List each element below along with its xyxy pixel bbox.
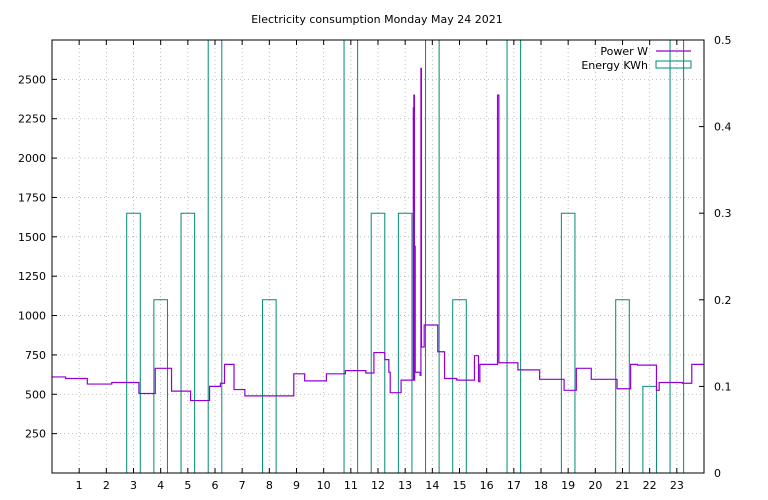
y2-tick-label: 0.2 [714,294,732,307]
x-tick-label: 22 [643,479,657,492]
energy-bar [397,212,413,473]
energy-bar [615,299,630,473]
y2-tick-label: 0.5 [714,34,732,47]
x-tick-label: 11 [344,479,358,492]
y-tick-label: 2000 [18,152,46,165]
energy-bar [126,212,141,473]
x-tick-label: 8 [266,479,273,492]
energy-bar [560,212,576,473]
y2-tick-label: 0.3 [714,207,732,220]
x-tick-label: 20 [588,479,602,492]
x-tick-label: 18 [534,479,548,492]
x-tick-label: 6 [212,479,219,492]
x-tick-label: 14 [425,479,439,492]
y-tick-label: 1500 [18,231,46,244]
power-series [52,67,704,402]
x-tick-label: 2 [103,479,110,492]
energy-bar [180,212,196,473]
x-tick-label: 7 [239,479,246,492]
x-tick-label: 9 [293,479,300,492]
x-tick-label: 1 [76,479,83,492]
energy-bar [262,299,277,473]
x-tick-label: 10 [317,479,331,492]
x-tick-label: 21 [616,479,630,492]
axes: 1 2 3 4 5 6 7 8 9 10 11 12 13 14 15 16 17 18 19 20 21 22 23250… [18,34,732,492]
energy-bar [370,212,386,473]
x-tick-label: 16 [480,479,494,492]
y-tick-label: 250 [25,428,46,441]
legend-label-power: Power W [600,45,648,58]
x-tick-label: 3 [130,479,137,492]
grid-lines [52,40,704,473]
y-tick-label: 1000 [18,310,46,323]
y2-tick-label: 0 [714,467,721,480]
y2-tick-label: 0.4 [714,121,732,134]
legend-swatch-energy [655,60,692,69]
x-tick-label: 12 [371,479,385,492]
y-tick-label: 1250 [18,270,46,283]
energy-bar [452,299,467,473]
x-tick-label: 15 [453,479,467,492]
y-tick-label: 750 [25,349,46,362]
x-tick-label: 5 [184,479,191,492]
legend-label-energy: Energy KWh [581,59,648,72]
x-tick-label: 23 [670,479,684,492]
chart-title: Electricity consumption Monday May 24 20… [251,13,503,26]
energy-bar [153,299,168,473]
x-tick-label: 19 [561,479,575,492]
y-tick-label: 500 [25,388,46,401]
x-tick-label: 13 [398,479,412,492]
y2-tick-label: 0.1 [714,380,732,393]
y-tick-label: 2500 [18,73,46,86]
y-tick-label: 1750 [18,191,46,204]
y-tick-label: 2250 [18,113,46,126]
x-tick-label: 4 [157,479,164,492]
power-line [52,67,704,402]
energy-bar [642,385,657,473]
x-tick-label: 17 [507,479,521,492]
